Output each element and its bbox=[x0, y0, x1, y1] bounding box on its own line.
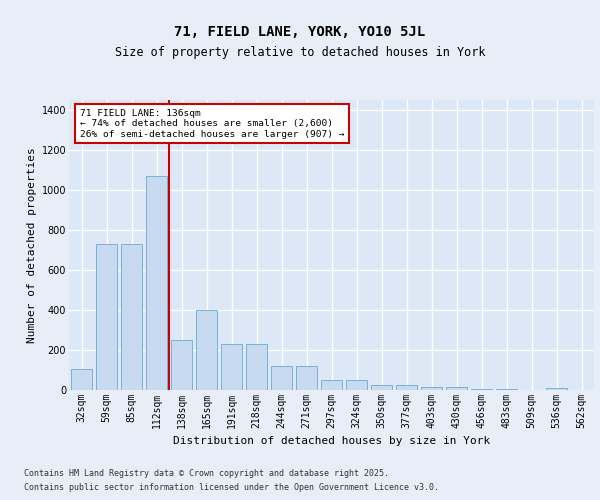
Bar bbox=[396, 385, 417, 390]
Bar bbox=[146, 176, 167, 390]
Bar bbox=[121, 244, 142, 390]
Bar bbox=[246, 344, 267, 390]
Bar bbox=[421, 386, 442, 390]
Bar bbox=[496, 389, 517, 390]
Bar bbox=[546, 388, 567, 390]
Bar bbox=[321, 380, 342, 390]
Bar bbox=[296, 366, 317, 390]
Bar bbox=[271, 366, 292, 390]
Y-axis label: Number of detached properties: Number of detached properties bbox=[28, 147, 37, 343]
Bar bbox=[371, 385, 392, 390]
Text: Size of property relative to detached houses in York: Size of property relative to detached ho… bbox=[115, 46, 485, 59]
Text: 71, FIELD LANE, YORK, YO10 5JL: 71, FIELD LANE, YORK, YO10 5JL bbox=[175, 26, 425, 40]
Bar bbox=[221, 344, 242, 390]
X-axis label: Distribution of detached houses by size in York: Distribution of detached houses by size … bbox=[173, 436, 490, 446]
Bar bbox=[196, 310, 217, 390]
Bar bbox=[96, 244, 117, 390]
Text: Contains public sector information licensed under the Open Government Licence v3: Contains public sector information licen… bbox=[24, 484, 439, 492]
Text: 71 FIELD LANE: 136sqm
← 74% of detached houses are smaller (2,600)
26% of semi-d: 71 FIELD LANE: 136sqm ← 74% of detached … bbox=[79, 108, 344, 138]
Bar bbox=[171, 340, 192, 390]
Bar bbox=[71, 369, 92, 390]
Bar bbox=[446, 386, 467, 390]
Bar bbox=[471, 389, 492, 390]
Bar bbox=[346, 380, 367, 390]
Text: Contains HM Land Registry data © Crown copyright and database right 2025.: Contains HM Land Registry data © Crown c… bbox=[24, 468, 389, 477]
